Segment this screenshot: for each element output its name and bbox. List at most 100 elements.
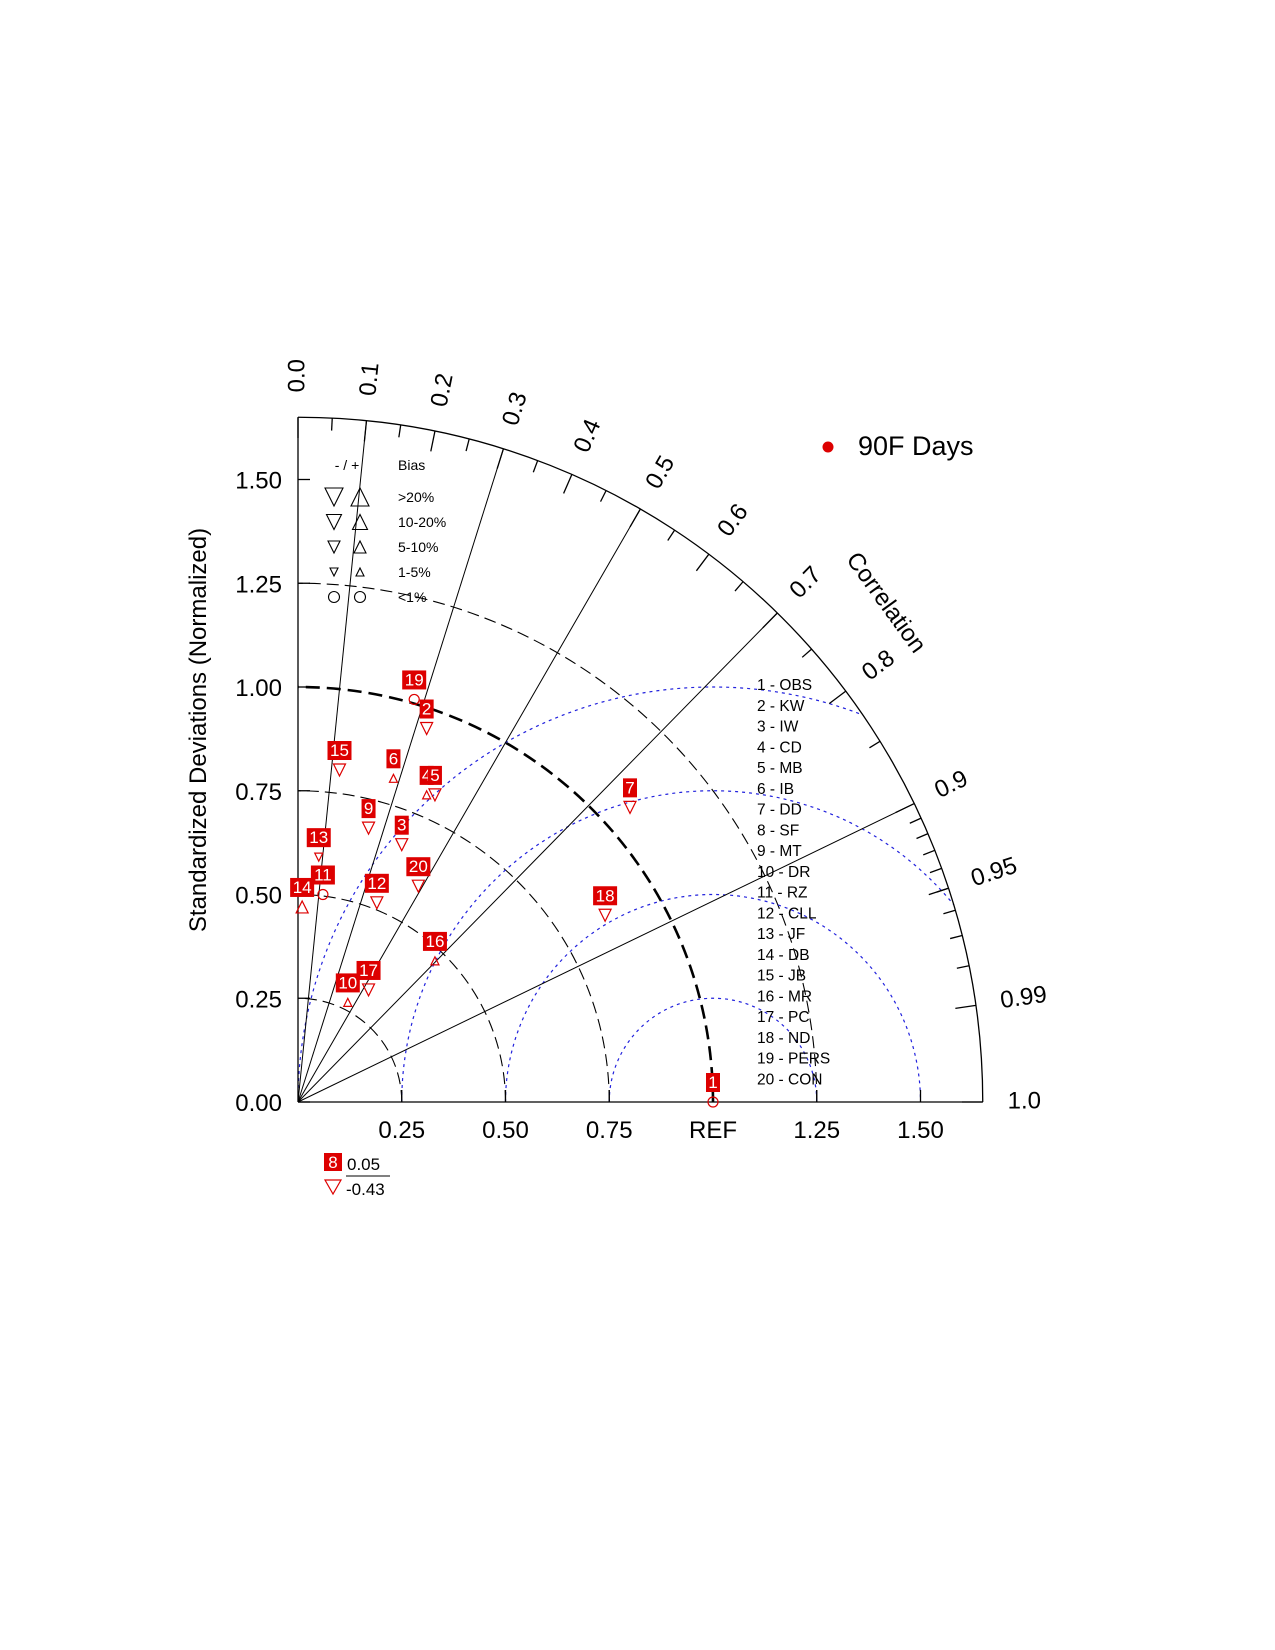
bias-up-triangle [421,789,432,800]
correlation-ray [297,420,367,1103]
rms-arc [298,686,983,1102]
case-list-item: 7 - DD [757,802,802,819]
correlation-ray [297,448,504,1103]
correlation-major-tick [762,612,778,629]
correlation-major-tick [895,802,915,814]
correlation-tick-label: 0.95 [968,852,1021,892]
correlation-tick-label: 0.3 [497,389,533,429]
data-point-label: 20 [409,857,428,876]
correlation-tick-label: 0.8 [857,644,900,686]
correlation-major-tick [629,508,641,528]
y-tick-label: 1.25 [235,571,282,598]
case-list-item: 6 - IB [757,781,794,798]
case-list-item: 10 - DR [757,864,810,881]
case-list-item: 11 - RZ [757,885,808,902]
data-point-label-box [290,877,315,897]
bias-up-triangle [342,997,353,1007]
correlation-minor-tick [667,529,676,541]
case-list-item: 17 - PC [757,1009,810,1026]
y-tick-label: 0.75 [235,779,282,806]
bias-legend-down-triangle [329,567,339,578]
reference-arc [297,685,715,1103]
grid-layer [297,420,983,1103]
correlation-minor-tick [869,740,881,749]
bias-legend-row-label: >20% [398,489,434,505]
correlation-tick-label: 0.0 [283,359,310,392]
correlation-tick-label: 1.0 [1008,1087,1041,1114]
correlation-tick-label: 0.5 [640,451,680,493]
bias-down-triangle [361,821,376,836]
data-point-label-box [361,799,376,819]
bias-legend-up-triangle [350,486,370,507]
correlation-major-tick [928,887,949,896]
data-point-label-box [335,973,360,993]
correlation-major-tick [363,420,368,442]
correlation-minor-tick [801,648,812,658]
std-arc [297,997,403,1103]
correlation-minor-tick [956,965,970,969]
correlation-major-tick [563,474,573,494]
correlation-minor-tick [943,909,956,915]
correlation-minor-tick [909,817,922,824]
data-point-label-box [422,931,447,951]
case-list-item: 2 - KW [757,698,805,715]
bias-up-triangle [295,899,310,914]
data-point-label: 11 [314,866,332,885]
data-point-label: 13 [309,828,328,847]
std-arc [297,893,507,1103]
bias-legend-sign-header: - / + [335,457,360,473]
bias-circle [408,693,420,706]
case-list: 1 - OBS 2 - KW 3 - IW 4 - CD 5 - MB 6 - IB 7 -… [757,677,830,1088]
bias-down-triangle [361,983,376,998]
data-point-label-box [310,865,335,885]
correlation-tick-label: 0.1 [354,361,384,397]
rms-arc [504,893,922,1102]
correlation-minor-tick [398,424,402,438]
correlation-tick-label: 0.4 [568,415,606,456]
x-tick-label: 0.50 [482,1117,529,1144]
data-point-label-box [306,828,331,848]
bias-down-triangle [369,896,384,911]
case-list-item: 4 - CD [757,739,802,756]
correlation-tick-label: 0.99 [998,981,1048,1014]
case-list-item: 8 - SF [757,822,799,839]
bias-down-triangle [427,788,442,803]
bias-down-triangle [313,852,324,863]
series-legend-dot [822,441,834,453]
bias-circle [317,888,329,901]
case-list-item: 3 - IW [757,719,799,736]
bias-legend-up-triangle [351,513,369,531]
example-marker-case: 8 [328,1153,337,1172]
case-list-item: 1 - OBS [757,677,812,694]
x-tick-label: 0.75 [586,1117,633,1144]
series-legend: 90F Days [822,431,974,461]
y-tick-label: 0.25 [235,986,282,1013]
case-list-item: 16 - MR [757,988,812,1005]
data-point-label: 15 [330,741,349,760]
y-tick-label: 0.00 [235,1090,282,1117]
data-point-label-box [327,741,352,760]
std-arc [297,582,818,1103]
case-list-item: 13 - JF [757,926,805,943]
series-legend-label: 90F Days [858,431,974,461]
data-point-label: 1 [708,1073,717,1092]
case-list-item: 14 - DB [757,947,810,964]
case-list-item: 15 - JB [757,968,806,985]
bias-legend-title: Bias [398,457,425,473]
case-list-item: 19 - PERS [757,1051,830,1068]
rms-arcs [298,686,983,1102]
data-point-label-box [356,960,381,980]
bias-legend-down-triangle [324,487,344,508]
y-tick-label: 1.50 [235,468,282,495]
correlation-major-tick [955,1004,976,1009]
correlation-axis-label: Correlation [841,547,932,658]
rms-arc [608,997,818,1102]
data-point-label-box [623,778,637,798]
case-list-item: 5 - MB [757,760,803,777]
correlation-major-tick [430,430,436,452]
example-marker-box [324,1153,342,1171]
data-point-label-box [406,857,431,877]
axes-layer: Standardized Deviations (Normalized) Cor… [185,359,1049,1144]
